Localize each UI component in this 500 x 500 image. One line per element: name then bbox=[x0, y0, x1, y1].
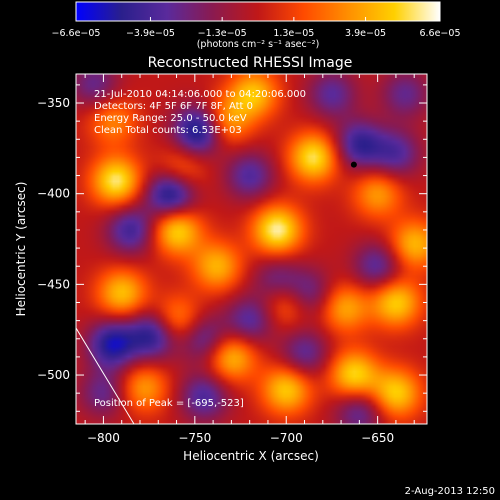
colorbar bbox=[75, 1, 441, 22]
x-axis-label: Heliocentric X (arcsec) bbox=[183, 449, 319, 463]
x-tick-label: −750 bbox=[178, 431, 211, 445]
peak-marker bbox=[350, 161, 357, 168]
colorbar-tick-label: 3.9e−05 bbox=[345, 28, 386, 39]
colorbar-tick-label: −6.6e−05 bbox=[52, 28, 101, 39]
annotation-line: Energy Range: 25.0 - 50.0 keV bbox=[94, 113, 247, 124]
colorbar-tick-label: −1.3e−05 bbox=[198, 28, 247, 39]
x-tick-label: −700 bbox=[270, 431, 303, 445]
annotation-line: Detectors: 4F 5F 6F 7F 8F, Att 0 bbox=[94, 101, 253, 112]
colorbar-units: (photons cm⁻² s⁻¹ asec⁻²) bbox=[197, 39, 320, 50]
annotation-line: Clean Total counts: 6.53E+03 bbox=[94, 125, 242, 136]
colorbar-ticks: −6.6e−05 −3.9e−05 −1.3e−05 1.3e−05 3.9e−05 6.… bbox=[52, 17, 461, 39]
y-axis-label: Heliocentric Y (arcsec) bbox=[14, 182, 28, 317]
colorbar-tick-label: 6.6e−05 bbox=[419, 28, 460, 39]
chart-title: Reconstructed RHESSI Image bbox=[148, 55, 353, 71]
annotation-block: 21-Jul-2010 04:14:06.000 to 04:20:06.000… bbox=[94, 89, 306, 136]
plot-frame bbox=[75, 73, 428, 425]
colorbar-tick-label: 1.3e−05 bbox=[273, 28, 314, 39]
render-timestamp: 2-Aug-2013 12:50 bbox=[405, 486, 495, 497]
x-tick-label: −800 bbox=[87, 431, 120, 445]
peak-position-label: Position of Peak = [-695,-523] bbox=[94, 398, 244, 409]
heatmap-image bbox=[76, 74, 427, 424]
y-tick-label: −450 bbox=[37, 277, 70, 291]
x-axis-ticks: −800 −750 −700 −650 bbox=[84, 74, 415, 445]
limb-line bbox=[76, 327, 135, 424]
x-tick-label: −650 bbox=[361, 431, 394, 445]
y-tick-label: −500 bbox=[37, 368, 70, 382]
y-tick-label: −400 bbox=[37, 187, 70, 201]
y-axis-ticks: −350 −400 −450 −500 bbox=[37, 84, 427, 412]
colorbar-tick-label: −3.9e−05 bbox=[126, 28, 175, 39]
y-tick-label: −350 bbox=[37, 96, 70, 110]
annotation-line: 21-Jul-2010 04:14:06.000 to 04:20:06.000 bbox=[94, 89, 306, 100]
